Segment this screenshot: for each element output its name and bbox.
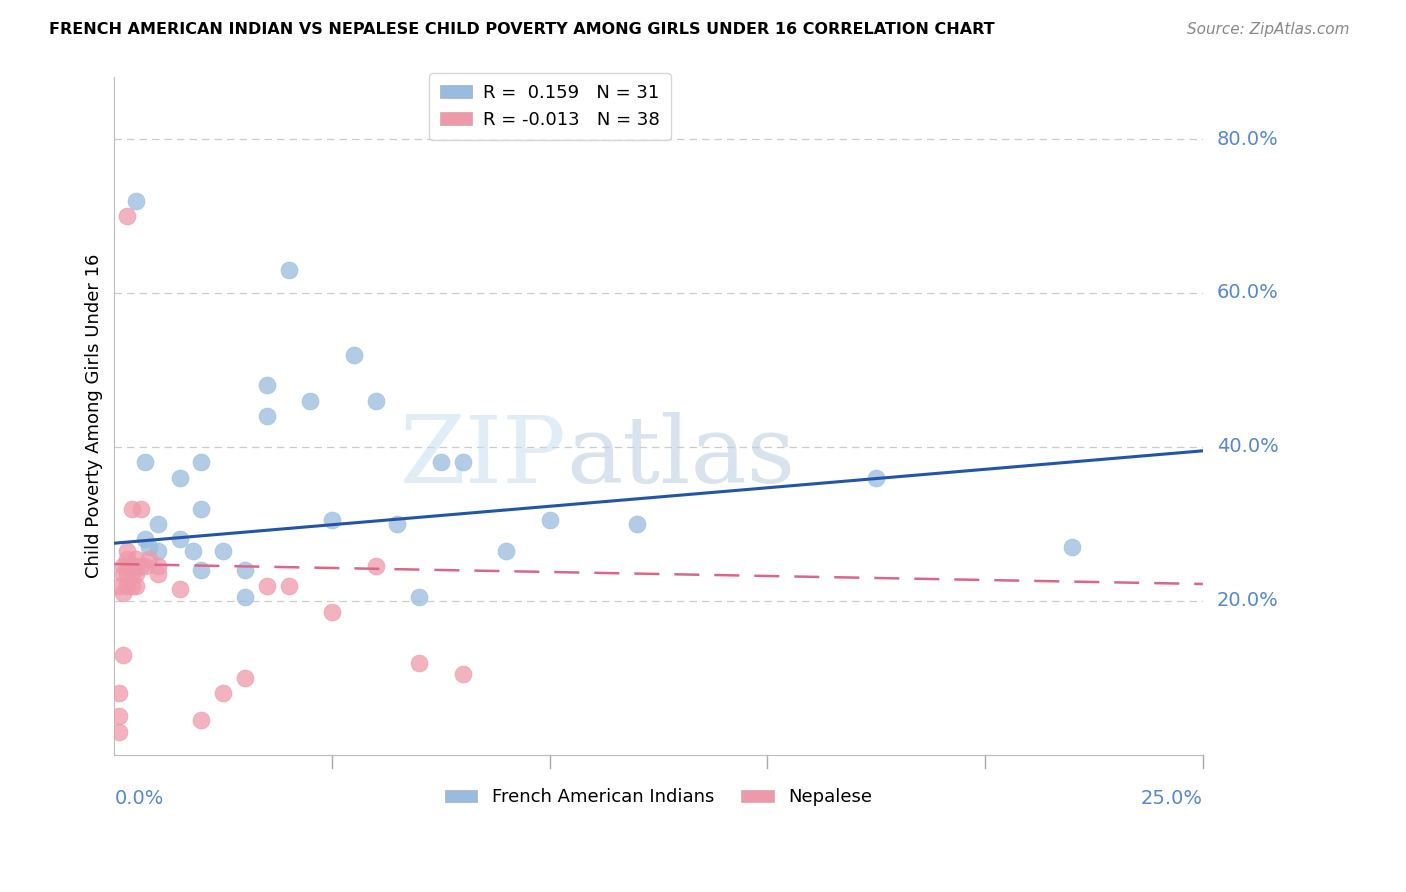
- Point: [626, 516, 648, 531]
- Point: [138, 540, 160, 554]
- Point: [277, 263, 299, 277]
- Point: [233, 671, 256, 685]
- Point: [169, 471, 191, 485]
- Point: [117, 209, 139, 223]
- Point: [129, 501, 152, 516]
- Point: [181, 544, 204, 558]
- Point: [117, 578, 139, 592]
- Point: [117, 566, 139, 581]
- Text: FRENCH AMERICAN INDIAN VS NEPALESE CHILD POVERTY AMONG GIRLS UNDER 16 CORRELATIO: FRENCH AMERICAN INDIAN VS NEPALESE CHILD…: [49, 22, 995, 37]
- Point: [117, 559, 139, 574]
- Point: [451, 667, 474, 681]
- Point: [125, 194, 148, 208]
- Point: [107, 578, 129, 592]
- Y-axis label: Child Poverty Among Girls Under 16: Child Poverty Among Girls Under 16: [86, 254, 103, 578]
- Point: [538, 513, 561, 527]
- Point: [865, 471, 887, 485]
- Point: [321, 606, 343, 620]
- Point: [343, 348, 366, 362]
- Point: [495, 544, 517, 558]
- Point: [321, 513, 343, 527]
- Point: [146, 566, 169, 581]
- Point: [1062, 540, 1084, 554]
- Text: 80.0%: 80.0%: [1216, 129, 1278, 149]
- Point: [134, 533, 156, 547]
- Point: [112, 648, 135, 662]
- Point: [125, 551, 148, 566]
- Point: [451, 455, 474, 469]
- Text: ZIP: ZIP: [399, 412, 567, 502]
- Point: [107, 686, 129, 700]
- Point: [134, 559, 156, 574]
- Point: [121, 566, 143, 581]
- Point: [256, 409, 278, 424]
- Point: [190, 455, 212, 469]
- Point: [146, 544, 169, 558]
- Point: [299, 393, 322, 408]
- Text: 40.0%: 40.0%: [1216, 437, 1278, 457]
- Legend: French American Indians, Nepalese: French American Indians, Nepalese: [437, 781, 880, 814]
- Point: [169, 533, 191, 547]
- Point: [121, 501, 143, 516]
- Point: [117, 544, 139, 558]
- Text: 60.0%: 60.0%: [1216, 284, 1278, 302]
- Point: [364, 559, 387, 574]
- Point: [129, 559, 152, 574]
- Point: [112, 586, 135, 600]
- Point: [125, 578, 148, 592]
- Point: [146, 516, 169, 531]
- Point: [256, 378, 278, 392]
- Point: [107, 709, 129, 723]
- Point: [125, 566, 148, 581]
- Text: atlas: atlas: [567, 412, 796, 502]
- Point: [112, 559, 135, 574]
- Point: [408, 656, 430, 670]
- Point: [233, 590, 256, 604]
- Point: [190, 563, 212, 577]
- Point: [190, 501, 212, 516]
- Point: [112, 566, 135, 581]
- Point: [364, 393, 387, 408]
- Point: [134, 455, 156, 469]
- Point: [169, 582, 191, 597]
- Point: [125, 559, 148, 574]
- Text: 25.0%: 25.0%: [1140, 789, 1204, 808]
- Point: [212, 544, 235, 558]
- Point: [190, 713, 212, 727]
- Text: 20.0%: 20.0%: [1216, 591, 1278, 610]
- Point: [146, 559, 169, 574]
- Text: Source: ZipAtlas.com: Source: ZipAtlas.com: [1187, 22, 1350, 37]
- Point: [277, 578, 299, 592]
- Point: [107, 724, 129, 739]
- Point: [256, 578, 278, 592]
- Point: [138, 551, 160, 566]
- Point: [117, 551, 139, 566]
- Point: [408, 590, 430, 604]
- Point: [212, 686, 235, 700]
- Point: [121, 559, 143, 574]
- Point: [233, 563, 256, 577]
- Point: [387, 516, 409, 531]
- Text: 0.0%: 0.0%: [114, 789, 163, 808]
- Point: [430, 455, 453, 469]
- Point: [121, 578, 143, 592]
